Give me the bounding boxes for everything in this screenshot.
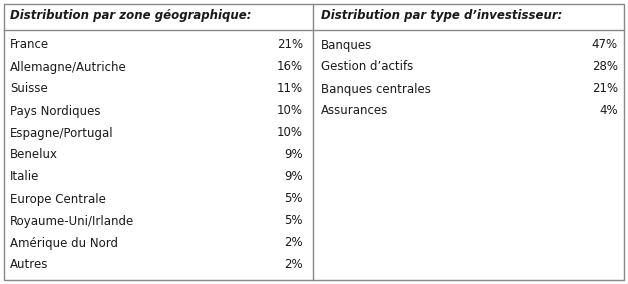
Text: Distribution par zone géographique:: Distribution par zone géographique: [10,9,251,22]
Text: 10%: 10% [277,105,303,118]
Text: 47%: 47% [592,39,618,51]
Text: 9%: 9% [284,170,303,183]
Text: Assurances: Assurances [321,105,388,118]
Text: 11%: 11% [277,82,303,95]
Text: Banques: Banques [321,39,372,51]
Text: 5%: 5% [284,214,303,227]
Text: Benelux: Benelux [10,149,58,162]
Text: 10%: 10% [277,126,303,139]
Text: Espagne/Portugal: Espagne/Portugal [10,126,114,139]
Text: Distribution par type d’investisseur:: Distribution par type d’investisseur: [321,9,563,22]
Text: 2%: 2% [284,237,303,250]
Text: Amérique du Nord: Amérique du Nord [10,237,118,250]
Text: 9%: 9% [284,149,303,162]
Text: Banques centrales: Banques centrales [321,82,431,95]
Text: 2%: 2% [284,258,303,272]
Text: 21%: 21% [277,39,303,51]
Text: 4%: 4% [599,105,618,118]
Text: Europe Centrale: Europe Centrale [10,193,106,206]
Text: 21%: 21% [592,82,618,95]
Text: Allemagne/Autriche: Allemagne/Autriche [10,60,127,74]
Text: Royaume-Uni/Irlande: Royaume-Uni/Irlande [10,214,134,227]
Text: Gestion d’actifs: Gestion d’actifs [321,60,413,74]
Text: Italie: Italie [10,170,40,183]
Text: Suisse: Suisse [10,82,48,95]
Text: 16%: 16% [277,60,303,74]
Text: Autres: Autres [10,258,48,272]
Text: Pays Nordiques: Pays Nordiques [10,105,100,118]
Text: France: France [10,39,49,51]
Text: 28%: 28% [592,60,618,74]
Text: 5%: 5% [284,193,303,206]
